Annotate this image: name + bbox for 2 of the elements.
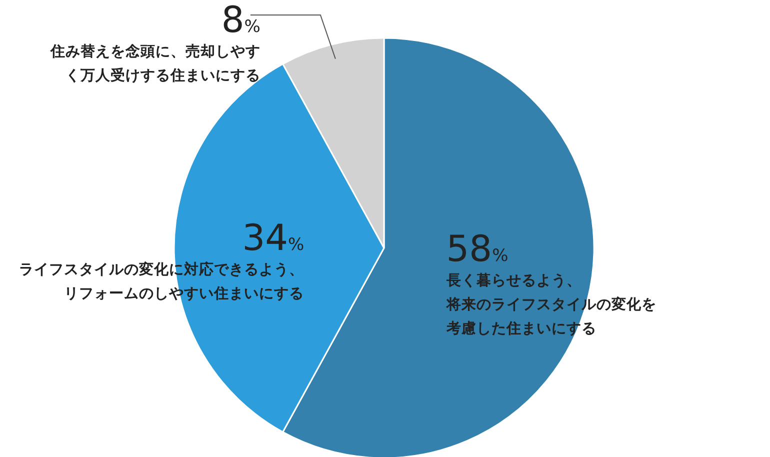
- data-label: 8%: [221, 0, 260, 41]
- slice-label: 住み替えを念頭に、売却しやすく万人受けする住まいにする: [49, 43, 260, 84]
